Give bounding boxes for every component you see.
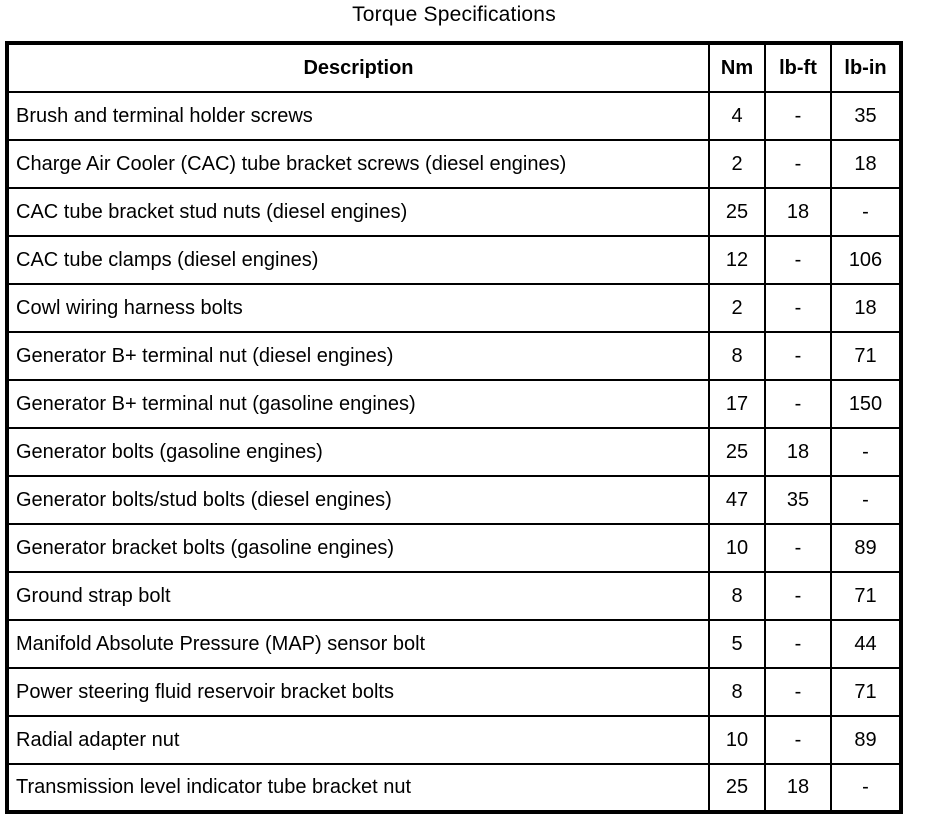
- table-body: Brush and terminal holder screws 4 - 35 …: [6, 91, 902, 813]
- cell-nm: 10: [708, 715, 766, 765]
- cell-lbin: -: [830, 475, 902, 525]
- cell-lbft: -: [764, 283, 832, 333]
- cell-lbin: 106: [830, 235, 902, 285]
- column-header-lbin: lb-in: [830, 42, 902, 93]
- cell-lbin: 18: [830, 139, 902, 189]
- cell-nm: 2: [708, 283, 766, 333]
- cell-description: Ground strap bolt: [6, 571, 710, 621]
- cell-description: Power steering fluid reservoir bracket b…: [6, 667, 710, 717]
- cell-lbin: 71: [830, 331, 902, 381]
- table-row: Charge Air Cooler (CAC) tube bracket scr…: [6, 139, 902, 189]
- column-header-lbft: lb-ft: [764, 42, 832, 93]
- cell-description: Cowl wiring harness bolts: [6, 283, 710, 333]
- table-row: Generator bolts (gasoline engines) 25 18…: [6, 427, 902, 477]
- cell-nm: 25: [708, 427, 766, 477]
- table-row: CAC tube bracket stud nuts (diesel engin…: [6, 187, 902, 237]
- cell-nm: 47: [708, 475, 766, 525]
- cell-lbin: -: [830, 427, 902, 477]
- cell-nm: 10: [708, 523, 766, 573]
- cell-description: Charge Air Cooler (CAC) tube bracket scr…: [6, 139, 710, 189]
- cell-lbft: 35: [764, 475, 832, 525]
- cell-lbft: -: [764, 715, 832, 765]
- cell-lbft: -: [764, 619, 832, 669]
- cell-nm: 5: [708, 619, 766, 669]
- cell-lbin: 89: [830, 523, 902, 573]
- page-title: Torque Specifications: [352, 3, 556, 26]
- cell-lbin: 44: [830, 619, 902, 669]
- cell-lbin: 89: [830, 715, 902, 765]
- table-row: Generator bolts/stud bolts (diesel engin…: [6, 475, 902, 525]
- table-row: Radial adapter nut 10 - 89: [6, 715, 902, 765]
- cell-lbft: 18: [764, 427, 832, 477]
- cell-lbft: 18: [764, 763, 832, 813]
- table-row: Cowl wiring harness bolts 2 - 18: [6, 283, 902, 333]
- cell-description: Generator B+ terminal nut (diesel engine…: [6, 331, 710, 381]
- table-row: Transmission level indicator tube bracke…: [6, 763, 902, 813]
- cell-lbin: 71: [830, 667, 902, 717]
- cell-lbft: -: [764, 235, 832, 285]
- cell-description: Transmission level indicator tube bracke…: [6, 763, 710, 813]
- cell-lbft: -: [764, 331, 832, 381]
- table-row: CAC tube clamps (diesel engines) 12 - 10…: [6, 235, 902, 285]
- cell-description: Generator bracket bolts (gasoline engine…: [6, 523, 710, 573]
- table-row: Manifold Absolute Pressure (MAP) sensor …: [6, 619, 902, 669]
- cell-nm: 8: [708, 667, 766, 717]
- table-row: Generator bracket bolts (gasoline engine…: [6, 523, 902, 573]
- table-row: Brush and terminal holder screws 4 - 35: [6, 91, 902, 141]
- table-row: Generator B+ terminal nut (gasoline engi…: [6, 379, 902, 429]
- column-header-description: Description: [6, 42, 710, 93]
- cell-nm: 4: [708, 91, 766, 141]
- cell-description: Radial adapter nut: [6, 715, 710, 765]
- cell-lbin: 35: [830, 91, 902, 141]
- cell-description: CAC tube bracket stud nuts (diesel engin…: [6, 187, 710, 237]
- cell-lbft: -: [764, 91, 832, 141]
- cell-nm: 17: [708, 379, 766, 429]
- table-row: Power steering fluid reservoir bracket b…: [6, 667, 902, 717]
- column-header-nm: Nm: [708, 42, 766, 93]
- cell-lbft: -: [764, 379, 832, 429]
- cell-nm: 8: [708, 331, 766, 381]
- cell-description: Generator bolts/stud bolts (diesel engin…: [6, 475, 710, 525]
- cell-description: Generator bolts (gasoline engines): [6, 427, 710, 477]
- cell-nm: 2: [708, 139, 766, 189]
- cell-lbft: -: [764, 523, 832, 573]
- table-row: Generator B+ terminal nut (diesel engine…: [6, 331, 902, 381]
- cell-nm: 8: [708, 571, 766, 621]
- table-row: Ground strap bolt 8 - 71: [6, 571, 902, 621]
- cell-lbft: -: [764, 139, 832, 189]
- header-row: Description Nm lb-ft lb-in: [6, 42, 902, 93]
- cell-lbin: -: [830, 187, 902, 237]
- cell-description: CAC tube clamps (diesel engines): [6, 235, 710, 285]
- cell-nm: 12: [708, 235, 766, 285]
- cell-description: Generator B+ terminal nut (gasoline engi…: [6, 379, 710, 429]
- torque-spec-table: Description Nm lb-ft lb-in Brush and ter…: [5, 41, 903, 814]
- cell-lbin: 71: [830, 571, 902, 621]
- cell-lbin: 150: [830, 379, 902, 429]
- cell-description: Manifold Absolute Pressure (MAP) sensor …: [6, 619, 710, 669]
- cell-lbft: -: [764, 667, 832, 717]
- cell-lbin: 18: [830, 283, 902, 333]
- cell-lbft: 18: [764, 187, 832, 237]
- cell-description: Brush and terminal holder screws: [6, 91, 710, 141]
- cell-nm: 25: [708, 187, 766, 237]
- cell-nm: 25: [708, 763, 766, 813]
- cell-lbft: -: [764, 571, 832, 621]
- cell-lbin: -: [830, 763, 902, 813]
